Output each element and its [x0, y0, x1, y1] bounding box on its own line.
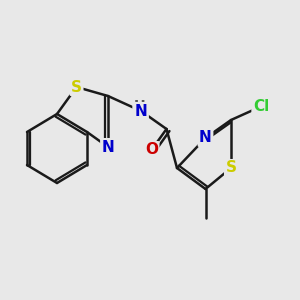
Text: S: S	[226, 160, 236, 175]
Text: N: N	[199, 130, 212, 146]
Text: H: H	[134, 100, 145, 113]
Text: N: N	[102, 140, 114, 154]
Text: O: O	[145, 142, 158, 158]
Text: S: S	[71, 80, 82, 94]
Text: Cl: Cl	[253, 99, 269, 114]
Text: N: N	[135, 103, 147, 118]
